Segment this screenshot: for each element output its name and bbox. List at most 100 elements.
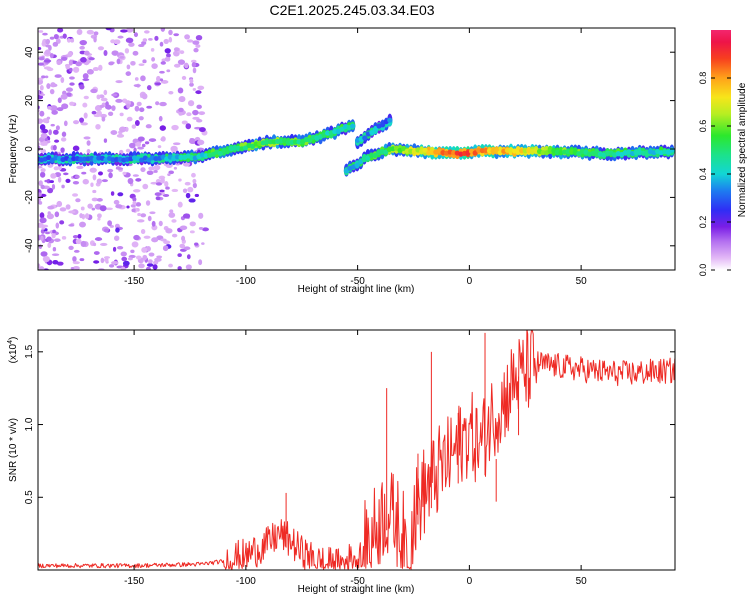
noise-speck bbox=[44, 137, 48, 141]
noise-speck bbox=[122, 260, 130, 266]
noise-speck bbox=[142, 59, 147, 64]
colorbar: 0.0 0.2 0.4 0.6 0.8 Normalized spectral ampl… bbox=[698, 30, 748, 276]
noise-speck bbox=[141, 246, 148, 253]
noise-speck bbox=[115, 98, 123, 103]
noise-speck bbox=[195, 44, 201, 48]
noise-speck bbox=[137, 136, 145, 142]
noise-speck bbox=[168, 36, 173, 43]
noise-speck bbox=[159, 101, 167, 107]
noise-speck bbox=[92, 189, 97, 194]
noise-speck bbox=[151, 63, 158, 69]
noise-speck bbox=[117, 192, 124, 197]
svg-text:(x104): (x104) bbox=[7, 337, 19, 364]
noise-speck bbox=[49, 88, 55, 95]
spectral-ridge-cell bbox=[264, 139, 270, 145]
noise-speck bbox=[69, 76, 75, 80]
noise-speck bbox=[38, 145, 41, 151]
spectrogram-y-tick-label: 40 bbox=[24, 46, 35, 58]
spectral-ridge-cell bbox=[387, 117, 393, 123]
noise-speck bbox=[61, 56, 68, 61]
noise-speck bbox=[132, 174, 139, 177]
noise-speck bbox=[182, 161, 191, 167]
noise-speck bbox=[88, 57, 95, 61]
noise-speck bbox=[56, 261, 64, 266]
noise-speck bbox=[173, 166, 178, 170]
snr-y-axis: 0.5 1.0 1.5 bbox=[24, 344, 675, 504]
noise-speck bbox=[68, 223, 75, 227]
noise-speck bbox=[79, 258, 85, 262]
noise-speck bbox=[59, 220, 65, 225]
noise-speck bbox=[45, 38, 51, 45]
noise-speck bbox=[96, 94, 101, 100]
noise-speck bbox=[157, 145, 162, 149]
noise-speck bbox=[92, 67, 99, 72]
noise-speck bbox=[41, 227, 46, 230]
snr-x-tick-label: -50 bbox=[350, 576, 365, 587]
noise-speck bbox=[144, 30, 150, 34]
noise-speck bbox=[43, 59, 52, 63]
noise-speck bbox=[56, 107, 64, 112]
noise-speck bbox=[143, 235, 151, 239]
spectrogram-x-tick-label: -100 bbox=[236, 276, 256, 287]
colorbar-tick-label: 0.4 bbox=[698, 168, 708, 181]
noise-speck bbox=[186, 254, 191, 260]
noise-speck bbox=[97, 213, 102, 219]
noise-speck bbox=[38, 244, 43, 250]
noise-speck bbox=[40, 148, 47, 153]
noise-speck bbox=[151, 220, 156, 227]
noise-speck bbox=[190, 59, 197, 63]
noise-speck bbox=[120, 266, 126, 270]
noise-speck bbox=[91, 207, 96, 211]
noise-speck bbox=[60, 77, 65, 84]
noise-speck bbox=[185, 123, 192, 130]
noise-speck bbox=[168, 170, 175, 175]
noise-speck bbox=[155, 196, 161, 201]
noise-speck bbox=[50, 173, 57, 179]
noise-speck bbox=[38, 165, 43, 169]
scale-factor-base: (x10 bbox=[8, 343, 19, 363]
noise-speck bbox=[181, 120, 188, 125]
spectrogram-y-tick-label: 20 bbox=[24, 95, 35, 107]
noise-speck bbox=[44, 231, 51, 235]
noise-speck bbox=[39, 171, 46, 178]
noise-speck bbox=[154, 82, 162, 86]
noise-speck bbox=[187, 186, 194, 193]
noise-speck bbox=[61, 131, 67, 137]
noise-speck bbox=[121, 256, 128, 262]
noise-speck bbox=[142, 38, 148, 42]
noise-speck bbox=[69, 82, 75, 86]
noise-speck bbox=[198, 226, 204, 230]
noise-speck bbox=[95, 123, 101, 130]
snr-series-line bbox=[38, 330, 675, 570]
noise-speck bbox=[103, 49, 108, 57]
noise-speck bbox=[54, 139, 60, 143]
noise-speck bbox=[192, 40, 200, 45]
noise-speck bbox=[113, 199, 120, 205]
noise-speck bbox=[117, 35, 124, 39]
noise-speck bbox=[195, 90, 202, 95]
noise-speck bbox=[73, 249, 80, 253]
noise-speck bbox=[115, 80, 123, 84]
noise-speck bbox=[92, 242, 97, 247]
noise-speck bbox=[52, 247, 57, 252]
noise-speck bbox=[132, 200, 137, 206]
noise-speck bbox=[140, 229, 146, 235]
noise-speck bbox=[189, 230, 195, 234]
noise-speck bbox=[56, 200, 63, 208]
noise-speck bbox=[131, 208, 136, 213]
snr-x-axis: -150 -100 -50 0 50 bbox=[124, 330, 587, 587]
noise-speck bbox=[183, 246, 191, 251]
noise-speck bbox=[186, 112, 192, 117]
noise-speck bbox=[133, 32, 139, 38]
noise-speck bbox=[53, 166, 59, 171]
spectral-ridge-cell bbox=[369, 130, 375, 136]
noise-speck bbox=[184, 34, 191, 40]
spectrogram-x-tick-label: -150 bbox=[124, 276, 144, 287]
noise-speck bbox=[46, 213, 54, 220]
noise-speck bbox=[80, 122, 88, 126]
noise-speck bbox=[60, 147, 65, 153]
noise-speck bbox=[79, 45, 85, 50]
noise-speck bbox=[135, 178, 142, 182]
noise-speck bbox=[197, 139, 205, 146]
noise-speck bbox=[100, 257, 105, 264]
